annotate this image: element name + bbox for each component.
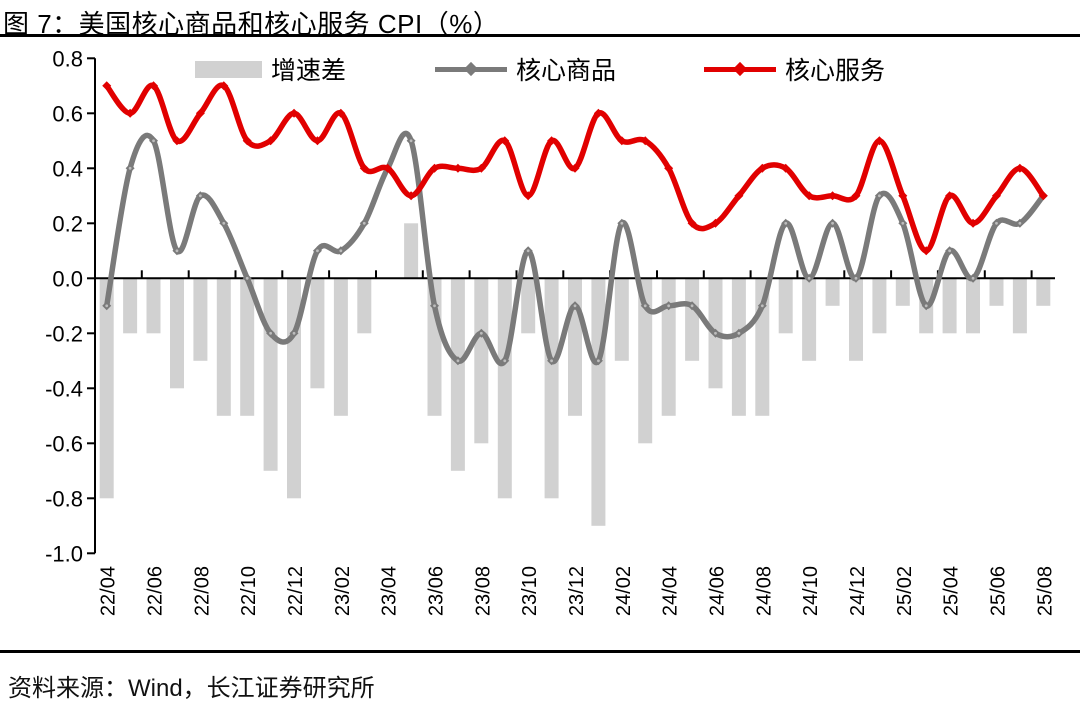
x-tick-label: 23/08 (472, 566, 494, 616)
diff-bar[interactable] (450, 278, 465, 471)
x-tick-label: 24/08 (753, 566, 775, 616)
diff-bar[interactable] (1036, 278, 1051, 306)
diff-bar[interactable] (568, 278, 582, 416)
diff-bar[interactable] (193, 278, 208, 361)
y-tick-label: 0.6 (52, 101, 83, 126)
y-axis: 0.8 0.6 0.4 0.2 0.0 -0.2 -0.4 -0.6 -0.8 -1.0 (45, 46, 96, 566)
title-divider (0, 34, 1080, 37)
chart-legend: 增速差 核心商品 核心服务 (0, 56, 1080, 85)
y-tick-label: 0.0 (52, 266, 83, 291)
x-tick-label: 23/02 (332, 566, 354, 616)
diff-bar[interactable] (778, 278, 793, 334)
x-tick-label: 25/02 (894, 566, 916, 616)
legend-label: 增速差 (271, 57, 347, 85)
goods-line-series (102, 130, 1048, 367)
diff-bar[interactable] (357, 278, 372, 334)
diff-bar[interactable] (123, 278, 138, 334)
diff-bar[interactable] (1012, 278, 1027, 334)
x-tick-label: 23/10 (519, 566, 541, 616)
diff-bar[interactable] (802, 278, 817, 361)
diff-bar[interactable] (216, 278, 231, 416)
gray-line-swatch-icon (435, 61, 507, 78)
diff-bar[interactable] (497, 278, 512, 499)
diff-bar[interactable] (731, 278, 746, 416)
diff-bar[interactable] (170, 278, 184, 389)
x-tick-label: 22/08 (191, 566, 213, 616)
y-tick-label: 0.4 (52, 156, 83, 181)
y-tick-label: -1.0 (45, 541, 83, 566)
diff-bar[interactable] (966, 278, 980, 334)
diff-bar[interactable] (521, 278, 536, 334)
y-tick-label: -0.2 (45, 321, 83, 346)
red-line-swatch-icon (704, 61, 776, 78)
x-tick-label: 22/10 (238, 566, 260, 616)
diff-bar[interactable] (872, 278, 887, 334)
y-tick-label: -0.8 (45, 486, 83, 511)
x-tick-label: 23/06 (426, 566, 448, 616)
x-tick-label: 24/06 (707, 566, 729, 616)
diff-bar[interactable] (544, 278, 559, 499)
legend-item-diff[interactable]: 增速差 (195, 56, 346, 85)
diff-bar[interactable] (591, 278, 606, 526)
x-tick-label: 22/06 (145, 566, 167, 616)
diff-bar[interactable] (685, 278, 700, 361)
diff-bar[interactable] (638, 278, 653, 444)
legend-label: 核心商品 (516, 57, 617, 85)
x-tick-label: 25/08 (1034, 566, 1056, 616)
y-tick-label: -0.6 (45, 431, 83, 456)
diff-bar[interactable] (99, 278, 114, 499)
diff-bar[interactable] (146, 278, 161, 334)
diff-bar[interactable] (263, 278, 278, 471)
footer-divider (0, 650, 1080, 653)
services-line-series (102, 81, 1048, 256)
source-note: 资料来源：Wind，长江证券研究所 (8, 675, 375, 702)
diff-bar[interactable] (240, 278, 255, 416)
diff-bar[interactable] (942, 278, 957, 334)
diff-bar[interactable] (333, 278, 348, 416)
y-tick-label: 0.8 (52, 46, 83, 71)
x-tick-label: 22/04 (98, 566, 120, 616)
diff-bar[interactable] (474, 278, 489, 444)
diff-bar[interactable] (895, 278, 910, 306)
x-axis: 22/04 22/06 22/08 22/10 22/12 23/02 23/04 23/06… (94, 270, 1056, 616)
x-tick-label: 24/12 (847, 566, 869, 616)
x-tick-label: 25/06 (988, 566, 1010, 616)
diff-bar[interactable] (989, 278, 1004, 306)
x-tick-label: 23/12 (566, 566, 588, 616)
y-tick-label: 0.2 (52, 211, 83, 236)
x-tick-label: 23/04 (379, 566, 401, 616)
diff-bar[interactable] (661, 278, 676, 416)
legend-item-goods[interactable]: 核心商品 (435, 56, 616, 85)
diff-bar[interactable] (404, 223, 419, 279)
legend-item-services[interactable]: 核心服务 (704, 56, 885, 85)
legend-label: 核心服务 (785, 57, 886, 85)
diff-bar[interactable] (310, 278, 325, 389)
y-tick-label: -0.4 (45, 376, 83, 401)
x-tick-label: 24/10 (800, 566, 822, 616)
x-tick-label: 22/12 (285, 566, 307, 616)
diff-bar[interactable] (614, 278, 629, 361)
diff-bar[interactable] (825, 278, 840, 306)
x-tick-label: 24/04 (660, 566, 682, 616)
bar-swatch-icon (195, 60, 262, 78)
x-tick-label: 24/02 (613, 566, 635, 616)
x-tick-label: 25/04 (941, 566, 963, 616)
diff-bar[interactable] (849, 278, 863, 361)
